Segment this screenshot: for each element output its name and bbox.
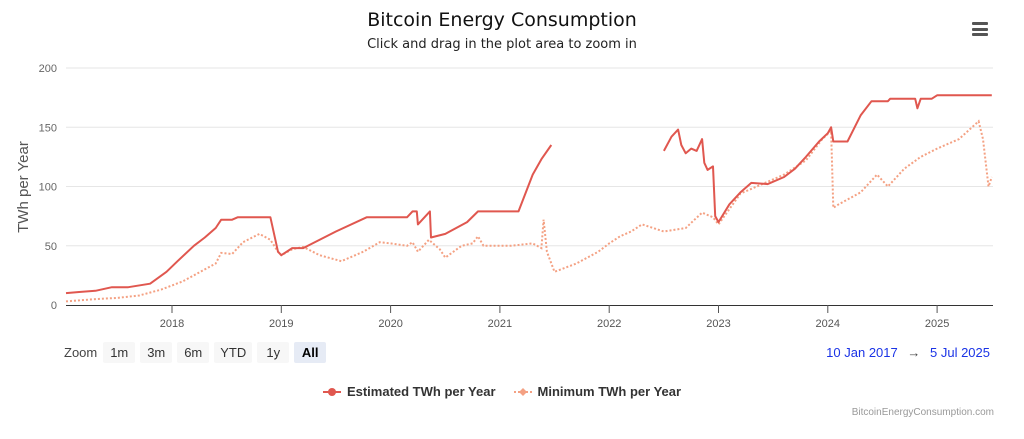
zoom-label: Zoom <box>64 345 98 360</box>
y-tick-label: 200 <box>39 63 57 75</box>
x-tick-label: 2020 <box>378 318 402 330</box>
range-button-ytd[interactable]: YTD <box>214 342 253 363</box>
range-button-1y[interactable]: 1y <box>257 342 290 363</box>
legend-label-estimated: Estimated TWh per Year <box>346 384 496 399</box>
legend-minimum-marker-icon <box>513 387 532 396</box>
hamburger-menu-icon[interactable] <box>966 17 994 41</box>
x-tick-label: 2018 <box>160 318 184 330</box>
legend-label-minimum: Minimum TWh per Year <box>537 384 682 399</box>
range-button-6m[interactable]: 6m <box>177 342 210 363</box>
series-minimum-line <box>65 119 993 303</box>
range-button-all[interactable]: All <box>294 342 327 363</box>
x-tick-label: 2024 <box>816 318 840 330</box>
grid-layer <box>66 67 993 247</box>
chart-title: Bitcoin Energy Consumption <box>367 9 637 31</box>
legend-item-estimated[interactable]: Estimated TWh per Year <box>322 384 496 399</box>
range-selector: Zoom 1m 3m 6m YTD 1y All <box>64 342 331 363</box>
range-button-1m[interactable]: 1m <box>103 342 136 363</box>
legend-item-minimum[interactable]: Minimum TWh per Year <box>513 384 682 399</box>
to-date-input[interactable]: 5 Jul 2025 <box>930 345 990 360</box>
y-tick-label: 50 <box>45 241 57 253</box>
x-tick-label: 2022 <box>597 318 621 330</box>
credits-link[interactable]: BitcoinEnergyConsumption.com <box>851 407 994 418</box>
date-range: 10 Jan 2017 → 5 Jul 2025 <box>826 345 990 360</box>
y-tick-label: 0 <box>51 300 57 312</box>
arrow-icon: → <box>907 345 921 360</box>
y-axis: 0 50 100 150 200 <box>39 63 57 312</box>
y-axis-label: TWh per Year <box>15 141 32 233</box>
x-tick-label: 2025 <box>925 318 949 330</box>
y-tick-label: 150 <box>39 122 57 134</box>
chart-subtitle: Click and drag in the plot area to zoom … <box>367 37 637 52</box>
series-estimated-line <box>663 94 992 224</box>
series-estimated-line <box>65 144 553 295</box>
y-tick-label: 100 <box>39 182 57 194</box>
x-tick-label: 2019 <box>269 318 293 330</box>
series-layer <box>65 94 993 303</box>
x-tick-label: 2021 <box>488 318 512 330</box>
from-date-input[interactable]: 10 Jan 2017 <box>826 345 898 360</box>
legend: Estimated TWh per Year Minimum TWh per Y… <box>0 384 1004 399</box>
x-tick-label: 2023 <box>706 318 730 330</box>
x-axis: 2018 2019 2020 2021 2022 2023 2024 2025 <box>66 305 993 330</box>
legend-estimated-marker-icon <box>322 387 341 396</box>
range-button-3m[interactable]: 3m <box>140 342 173 363</box>
